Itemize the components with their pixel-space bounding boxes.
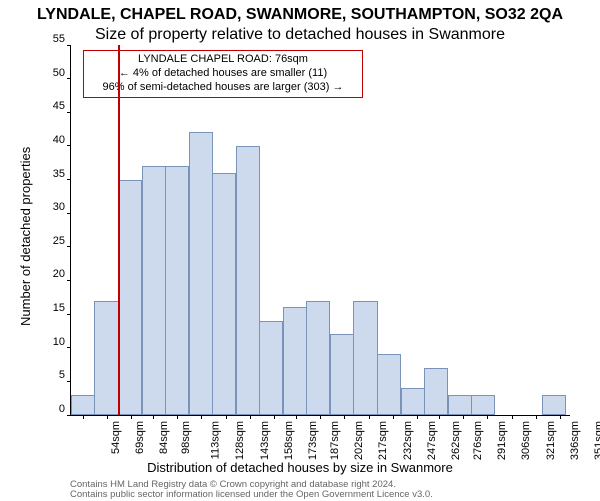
x-tick-mark [560,415,561,419]
y-tick-mark [67,415,71,416]
credit-text: Contains HM Land Registry data © Crown c… [70,480,433,501]
x-tick-mark [417,415,418,419]
histogram-bar [189,132,213,415]
x-tick-mark [177,415,178,419]
x-tick-label: 54sqm [110,421,122,454]
x-tick-mark [83,415,84,419]
x-tick-mark [393,415,394,419]
x-tick-mark [107,415,108,419]
x-tick-mark [369,415,370,419]
x-tick-label: 143sqm [259,421,271,460]
x-tick-mark [463,415,464,419]
x-tick-label: 217sqm [378,421,390,460]
x-tick-label: 113sqm [210,421,222,459]
annotation-box: LYNDALE CHAPEL ROAD: 76sqm ← 4% of detac… [83,50,363,98]
x-tick-mark [131,415,132,419]
histogram-bar [142,166,166,415]
y-tick-label: 50 [53,67,65,79]
figure: LYNDALE, CHAPEL ROAD, SWANMORE, SOUTHAMP… [0,0,600,500]
histogram-bar [542,395,566,415]
x-tick-label: 306sqm [521,421,533,460]
x-tick-mark [536,415,537,419]
x-tick-mark [344,415,345,419]
histogram-bar [118,180,142,415]
histogram-bar [165,166,189,415]
reference-line [118,45,120,415]
credit-line-2: Contains public sector information licen… [70,490,433,500]
y-tick-mark [67,45,71,46]
y-tick-mark [67,280,71,281]
x-tick-label: 202sqm [353,421,365,460]
x-tick-label: 321sqm [545,421,557,460]
x-tick-label: 98sqm [180,421,192,454]
x-tick-label: 69sqm [134,421,146,454]
y-tick-mark [67,314,71,315]
x-tick-label: 187sqm [329,421,341,460]
y-tick-label: 10 [53,336,65,348]
x-tick-mark [274,415,275,419]
histogram-bar [306,301,330,415]
y-tick-label: 0 [59,403,65,415]
histogram-bar [471,395,495,415]
y-tick-label: 20 [53,268,65,280]
histogram-bar [377,354,401,415]
histogram-bar [94,301,118,415]
x-tick-label: 84sqm [158,421,170,454]
histogram-bar [330,334,354,415]
y-axis-label: Number of detached properties [18,147,33,326]
x-tick-label: 262sqm [450,421,462,460]
y-tick-mark [67,112,71,113]
y-tick-label: 15 [53,302,65,314]
title-line-2: Size of property relative to detached ho… [0,26,600,44]
x-tick-label: 336sqm [569,421,581,460]
y-tick-mark [67,145,71,146]
x-tick-mark [226,415,227,419]
x-axis-label: Distribution of detached houses by size … [0,460,600,475]
x-tick-label: 232sqm [402,421,414,460]
x-tick-mark [296,415,297,419]
y-tick-mark [67,78,71,79]
histogram-bar [236,146,260,415]
x-tick-mark [487,415,488,419]
y-tick-mark [67,246,71,247]
x-tick-mark [320,415,321,419]
x-tick-label: 276sqm [472,421,484,460]
x-tick-mark [512,415,513,419]
y-tick-label: 45 [53,100,65,112]
histogram-bar [401,388,425,415]
histogram-bar [212,173,236,415]
x-tick-label: 247sqm [426,421,438,460]
y-tick-mark [67,381,71,382]
title-line-1: LYNDALE, CHAPEL ROAD, SWANMORE, SOUTHAMP… [0,6,600,24]
x-tick-label: 173sqm [307,421,319,460]
x-tick-label: 128sqm [235,421,247,460]
annotation-line-2: ← 4% of detached houses are smaller (11) [90,67,356,81]
histogram-bar [353,301,377,415]
annotation-line-3: 96% of semi-detached houses are larger (… [90,81,356,95]
x-tick-label: 158sqm [283,421,295,460]
histogram-bar [448,395,472,415]
x-tick-label: 351sqm [593,421,600,460]
y-tick-label: 30 [53,201,65,213]
x-tick-mark [153,415,154,419]
x-tick-mark [250,415,251,419]
y-tick-label: 40 [53,134,65,146]
annotation-line-1: LYNDALE CHAPEL ROAD: 76sqm [90,53,356,67]
histogram-bar [259,321,283,415]
y-tick-mark [67,213,71,214]
y-tick-label: 5 [59,369,65,381]
histogram-bar [424,368,448,415]
x-tick-label: 291sqm [496,421,508,460]
y-tick-mark [67,179,71,180]
y-tick-label: 35 [53,168,65,180]
x-tick-mark [201,415,202,419]
x-tick-mark [439,415,440,419]
y-tick-label: 55 [53,33,65,45]
histogram-bar [71,395,95,415]
plot-area: LYNDALE CHAPEL ROAD: 76sqm ← 4% of detac… [70,46,570,416]
y-tick-label: 25 [53,235,65,247]
histogram-bar [283,307,307,415]
y-tick-mark [67,347,71,348]
